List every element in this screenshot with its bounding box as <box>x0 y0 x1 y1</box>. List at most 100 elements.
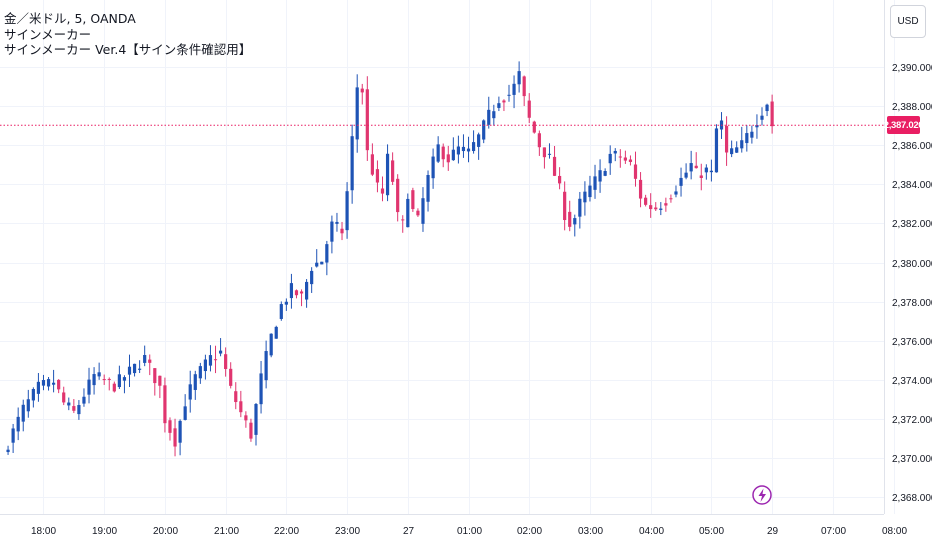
candle-body <box>568 211 572 227</box>
candle-body <box>471 142 476 152</box>
candle-body <box>239 401 243 413</box>
candle-body <box>168 420 172 433</box>
candle-body <box>67 402 71 406</box>
candle-body <box>320 261 324 265</box>
candle-body <box>143 354 147 363</box>
candle-body <box>391 160 395 182</box>
price-tick-label: 2,390.000 <box>892 63 932 74</box>
candle-body <box>396 178 400 213</box>
candle-body <box>350 136 354 191</box>
time-tick-label: 20:00 <box>153 526 178 537</box>
candle-body <box>649 205 653 210</box>
candle-body <box>477 134 481 147</box>
candle-body <box>138 368 142 370</box>
candle-body <box>188 384 192 400</box>
candle-body <box>340 228 344 234</box>
candle-body <box>669 198 673 200</box>
candle-body <box>385 153 390 196</box>
time-tick-label: 27 <box>403 526 415 537</box>
candle-body <box>36 381 41 394</box>
symbol-title[interactable]: 金／米ドル, 5, OANDA <box>4 11 136 26</box>
candle-body <box>249 422 253 439</box>
candle-body <box>375 169 380 183</box>
candle-body <box>77 405 81 415</box>
candle-body <box>269 333 273 356</box>
candle-body <box>264 351 268 381</box>
candle-body <box>598 170 602 182</box>
time-tick-label: 01:00 <box>457 526 482 537</box>
candle-body <box>92 374 96 386</box>
candle-body <box>512 83 516 95</box>
indicator-title-2[interactable]: サインメーカー Ver.4【サイン条件確認用】 <box>4 42 252 57</box>
candle-body <box>497 103 501 108</box>
time-axis[interactable]: 18:00 19:00 20:00 21:00 22:00 23:00 27 01:00 02:… <box>0 514 907 538</box>
candle-body <box>163 385 167 424</box>
candle-body <box>370 154 374 175</box>
candle-body <box>547 153 552 155</box>
candle-body <box>158 375 162 386</box>
price-axis[interactable]: 2,368.000 2,370.000 2,372.000 2,374.000 2,37… <box>884 0 932 514</box>
candle-body <box>411 190 415 210</box>
time-tick-label: 08:00 <box>882 526 907 537</box>
candle-body <box>446 154 450 163</box>
candle-body <box>552 156 557 176</box>
time-tick-label: 29 <box>767 526 779 537</box>
candle-body <box>218 350 223 354</box>
candle-body <box>208 355 213 366</box>
candle-body <box>198 366 202 379</box>
time-tick-label: 02:00 <box>517 526 542 537</box>
candle-body <box>644 197 648 205</box>
candle-body <box>502 100 506 103</box>
candle-body <box>279 304 283 319</box>
candle-body <box>461 146 466 152</box>
candle-body <box>325 244 329 263</box>
candle-body <box>72 406 76 411</box>
chart-legend: 金／米ドル, 5, OANDA サインメーカー サインメーカー Ver.4【サイ… <box>4 11 251 58</box>
candle-body <box>573 218 577 225</box>
candle-body <box>6 449 10 453</box>
candle-body <box>517 71 521 85</box>
time-tick-label: 07:00 <box>821 526 846 537</box>
candle-body <box>704 167 708 173</box>
currency-button[interactable]: USD <box>890 5 926 38</box>
price-tick-label: 2,384.000 <box>892 180 932 191</box>
candle-body <box>714 128 719 173</box>
candle-body <box>456 146 460 155</box>
candle-body <box>360 88 364 93</box>
candle-body <box>330 221 334 242</box>
candle-body <box>365 89 369 151</box>
candle-body <box>482 120 486 140</box>
candle-body <box>52 382 56 385</box>
candle-body <box>294 290 299 296</box>
candle-body <box>760 115 764 120</box>
time-tick-label: 04:00 <box>639 526 664 537</box>
candle-body <box>16 416 20 432</box>
candle-body <box>431 156 435 179</box>
candle-body <box>618 156 622 158</box>
candle-body <box>259 373 263 405</box>
grid-lines <box>0 0 895 514</box>
candle-body <box>674 191 678 195</box>
candle-body <box>628 159 633 162</box>
candle-body <box>213 359 218 361</box>
candle-body <box>299 291 304 294</box>
last-price-label: 2,387.020 <box>884 116 924 135</box>
candle-body <box>112 383 116 392</box>
candle-body <box>593 176 597 190</box>
candle-body <box>466 148 471 152</box>
candle-body <box>355 87 359 140</box>
candle-body <box>613 150 617 154</box>
candle-body <box>740 140 744 149</box>
time-tick-label: 21:00 <box>214 526 239 537</box>
candle-body <box>623 157 627 161</box>
candle-body <box>289 283 294 299</box>
time-tick-label: 22:00 <box>274 526 299 537</box>
price-tick-label: 2,372.000 <box>892 415 932 426</box>
candle-body <box>148 359 152 363</box>
candle-body <box>416 210 420 216</box>
indicator-title-1[interactable]: サインメーカー <box>4 26 92 42</box>
candle-body <box>224 354 228 370</box>
event-marker[interactable] <box>752 485 772 505</box>
candle-body <box>679 177 683 186</box>
